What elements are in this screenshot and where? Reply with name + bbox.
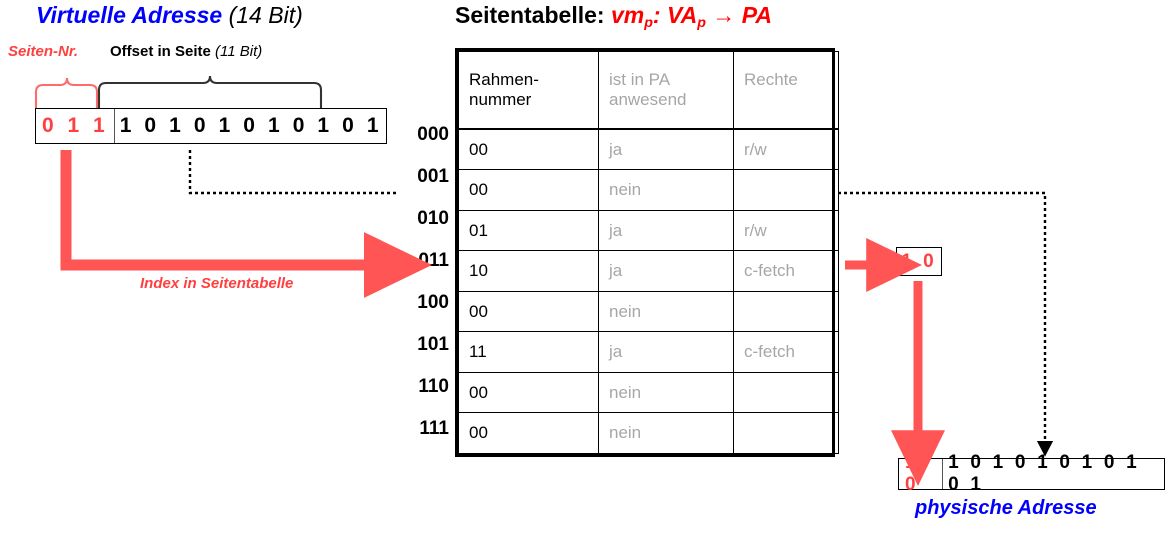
page-table-cell: 01	[458, 209, 599, 252]
page-table-cell: r/w	[733, 128, 839, 171]
page-table-cell: ja	[598, 128, 734, 171]
offset-passthrough-right-dotted	[838, 191, 1054, 457]
page-table-cell: 10	[458, 250, 599, 292]
page-table-cell	[733, 290, 839, 333]
page-table-cell: ja	[598, 250, 734, 292]
map-target: PA	[741, 2, 772, 28]
page-table-cell: nein	[598, 412, 734, 454]
offset-brace	[97, 75, 323, 108]
page-number-to-index-arrow	[60, 150, 432, 298]
virtual-address-page-bits: 0 1 1	[42, 114, 109, 137]
table-row: 00 ja r/w	[458, 128, 839, 171]
page-table-cell: nein	[598, 371, 734, 414]
physical-address-frame-bits: 1 0	[905, 452, 920, 495]
frame-number-result-box: 1 0	[896, 247, 942, 276]
page-table-header-cell: Rechte	[733, 50, 839, 130]
page-table-header-cell: Rahmen-nummer	[458, 50, 599, 130]
page-table-cell: c-fetch	[733, 250, 839, 292]
page-table-index-010: 010	[417, 208, 449, 229]
page-number-label: Seiten-Nr.	[8, 43, 79, 60]
page-table-cell: 00	[458, 290, 599, 333]
page-table-cell	[733, 412, 839, 454]
table-row: 10 ja c-fetch	[458, 250, 839, 292]
header-line: Rechte	[744, 69, 798, 89]
page-table-cell: c-fetch	[733, 331, 839, 373]
table-row: 01 ja r/w	[458, 209, 839, 252]
page-table-title-prefix: Seitentabelle:	[455, 2, 605, 28]
page-table: Rahmen-nummer ist in PA anwesend Rechte 00 j…	[455, 48, 839, 457]
page-table-cell: 11	[458, 331, 599, 373]
offset-passthrough-left-dotted	[188, 150, 398, 195]
header-line	[744, 90, 838, 110]
page-table-index-110: 110	[418, 376, 449, 397]
index-arrow-label: Index in Seitentabelle	[140, 275, 294, 292]
page-table-cell: r/w	[733, 209, 839, 252]
page-table-index-101: 101	[417, 334, 449, 355]
page-table-index-111: 111	[419, 418, 449, 439]
virtual-address-title: Virtuelle Adresse (14 Bit)	[36, 2, 303, 29]
offset-label: Offset in Seite (11 Bit)	[110, 43, 262, 60]
page-table-cell: 00	[458, 371, 599, 414]
right-arrow-icon: →	[712, 2, 736, 28]
page-table-cell	[733, 169, 839, 211]
header-line: nummer	[469, 89, 532, 109]
page-table-title: Seitentabelle: vmp: VAp → PA	[455, 2, 772, 31]
physical-address-label: physische Adresse	[915, 497, 1097, 519]
virtual-address-box: 0 1 1 1 0 1 0 1 0 1 0 1 0 1	[35, 108, 388, 144]
bit-field-braces	[34, 75, 323, 108]
offset-label-text: Offset in Seite	[110, 43, 211, 60]
page-table-index-000: 000	[417, 124, 449, 145]
table-row: 00 nein	[458, 290, 839, 333]
table-row: 00 nein	[458, 412, 839, 454]
offset-bitwidth: (11 Bit)	[215, 43, 263, 60]
table-row: 00 nein	[458, 169, 839, 211]
map-fn-sub: p	[644, 14, 653, 31]
header-line: ist in PA	[609, 69, 671, 89]
virtual-address-title-text: Virtuelle Adresse	[36, 2, 223, 28]
map-fn-name: vm	[610, 2, 645, 28]
page-table-cell	[733, 371, 839, 414]
page-table-index-001: 001	[417, 166, 449, 187]
virtual-address-bitwidth: (14 Bit)	[228, 2, 303, 28]
page-table-cell: 00	[458, 412, 599, 454]
page-table-index-100: 100	[417, 292, 449, 313]
page-table-cell: ja	[598, 331, 734, 373]
page-table-cell: nein	[598, 169, 734, 211]
header-line: anwesend	[609, 89, 687, 109]
page-table-header-row: Rahmen-nummer ist in PA anwesend Rechte	[458, 50, 839, 130]
page-table-cell: ja	[598, 209, 734, 252]
table-row: 00 nein	[458, 371, 839, 414]
header-line: Rahmen-	[469, 69, 539, 89]
page-table-cell: 00	[458, 128, 599, 171]
map-colon: :	[652, 2, 661, 28]
page-table-grid: Rahmen-nummer ist in PA anwesend Rechte 00 j…	[458, 50, 839, 454]
physical-address-box: 1 0 1 0 1 0 1 0 1 0 1 0 1	[898, 452, 1165, 495]
map-source: VA	[666, 2, 698, 28]
page-table-title-formula: vmp: VAp → PA	[610, 2, 772, 31]
page-table-header-cell: ist in PA anwesend	[598, 50, 734, 130]
physical-address-offset-bits: 1 0 1 0 1 0 1 0 1 0 1	[942, 452, 1164, 495]
map-source-sub: p	[697, 14, 706, 31]
page-number-brace	[34, 77, 99, 108]
page-table-body: Rahmen-nummer ist in PA anwesend Rechte 00 j…	[458, 50, 839, 454]
table-row: 11 ja c-fetch	[458, 331, 839, 373]
page-table-cell: 00	[458, 169, 599, 211]
virtual-address-offset-bits: 1 0 1 0 1 0 1 0 1 0 1	[113, 109, 386, 143]
page-table-cell: nein	[598, 290, 734, 333]
page-table-index-011: 011	[418, 250, 449, 271]
